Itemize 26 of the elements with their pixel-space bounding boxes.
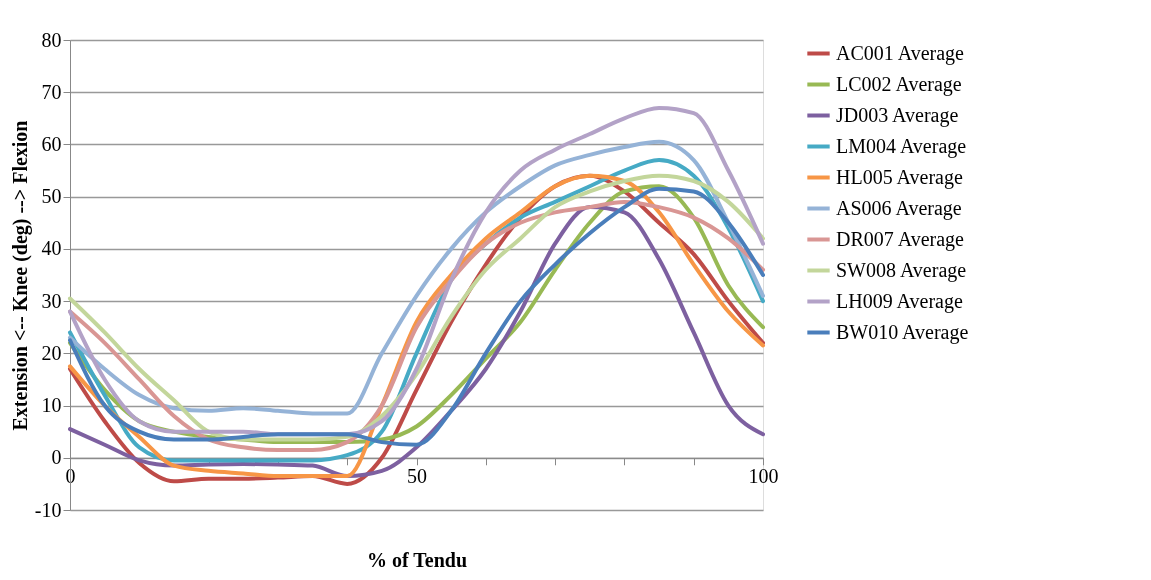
legend-label: DR007 Average: [836, 227, 965, 251]
x-tick-label: 0: [65, 465, 76, 488]
y-tick-label: 80: [41, 28, 62, 51]
x-tick-label: 50: [407, 465, 427, 488]
legend-label: HL005 Average: [836, 165, 963, 189]
legend-label: JD003 Average: [836, 103, 959, 127]
legend-label: LH009 Average: [836, 289, 963, 313]
y-tick-label: 70: [41, 80, 62, 103]
y-tick-label: 60: [41, 132, 62, 155]
legend-label: AS006 Average: [836, 196, 962, 220]
legend-label: SW008 Average: [836, 258, 967, 282]
y-axis-title: Extension <-- Knee (deg) --> Flexion: [8, 120, 32, 431]
y-tick-label: 50: [41, 185, 62, 208]
legend-label: LM004 Average: [836, 134, 967, 158]
line-series: [68, 139, 765, 416]
y-tick-label: 30: [41, 289, 62, 312]
x-tick-label: 100: [748, 465, 779, 488]
legend-label: BW010 Average: [836, 320, 969, 344]
y-tick-label: -10: [34, 498, 62, 521]
x-axis-title: % of Tendu: [366, 548, 468, 571]
y-tick-label: 10: [41, 394, 62, 417]
y-tick-label: 0: [51, 446, 62, 469]
y-tick-label: 20: [41, 341, 62, 364]
legend-label: AC001 Average: [836, 41, 965, 65]
y-tick-label: 40: [41, 237, 62, 260]
legend-label: LC002 Average: [836, 72, 962, 96]
